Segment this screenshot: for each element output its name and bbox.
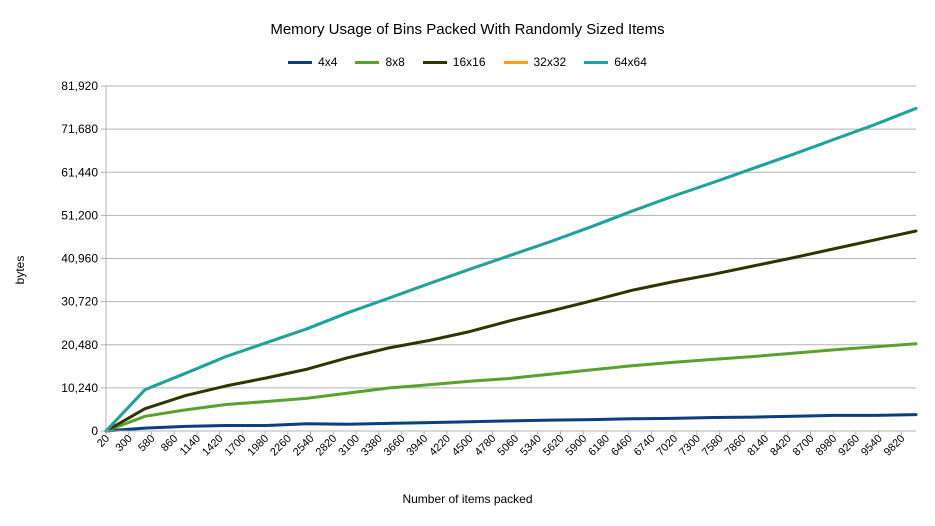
- series-line-8x8: [104, 342, 918, 433]
- y-tick-label: 81,920: [61, 79, 98, 93]
- series-line-64x64: [104, 106, 918, 433]
- x-tick-label: 580: [136, 433, 157, 454]
- x-tick-label: 2540: [291, 433, 317, 459]
- legend-label: 4x4: [318, 55, 338, 69]
- x-tick-label: 860: [159, 433, 180, 454]
- y-tick-label: 71,680: [61, 122, 98, 136]
- legend-swatch: [288, 60, 313, 64]
- series-line-4x4: [104, 413, 918, 433]
- y-tick-label: 51,200: [61, 208, 98, 222]
- x-tick-label: 6740: [632, 433, 658, 459]
- x-tick-label: 1700: [223, 433, 249, 459]
- legend-label: 16x16: [452, 55, 486, 69]
- legend: 4x4 8x8 16x16 32x32 64x64: [0, 55, 935, 69]
- y-tick-label: 30,720: [61, 295, 98, 309]
- series-line-16x16: [104, 229, 918, 433]
- x-axis-label: Number of items packed: [402, 492, 533, 506]
- x-tick-label: 8700: [791, 433, 817, 459]
- x-tick-label: 3660: [382, 433, 408, 459]
- x-tick-label: 4500: [450, 433, 476, 459]
- x-tick-label: 5060: [495, 433, 521, 459]
- x-tick-label: 7020: [654, 433, 680, 459]
- x-tick-label: 9820: [882, 433, 908, 459]
- y-tick-label: 61,440: [61, 165, 98, 179]
- x-tick-label: 1420: [200, 433, 226, 459]
- legend-item-16x16: 16x16: [422, 55, 486, 69]
- x-tick-label: 3100: [336, 433, 362, 459]
- legend-label: 8x8: [385, 55, 405, 69]
- y-tick-label: 20,480: [61, 338, 98, 352]
- x-tick-label: 7860: [723, 433, 749, 459]
- x-tick-label: 8140: [745, 433, 771, 459]
- legend-item-4x4: 4x4: [288, 55, 337, 69]
- chart-title: Memory Usage of Bins Packed With Randoml…: [270, 21, 665, 38]
- x-tick-label: 8420: [768, 433, 794, 459]
- x-tick-label: 300: [113, 433, 134, 454]
- x-tick-label: 7580: [700, 433, 726, 459]
- x-tick-label: 5620: [541, 433, 567, 459]
- x-tick-label: 4220: [427, 433, 453, 459]
- x-tick-label: 4780: [473, 433, 499, 459]
- series-line-32x32: [104, 106, 918, 433]
- y-tick-label: 40,960: [61, 252, 98, 266]
- x-tick-label: 8980: [814, 433, 840, 459]
- x-tick-label: 5340: [518, 433, 544, 459]
- legend-swatch: [584, 60, 609, 64]
- x-tick-label: 7300: [677, 433, 703, 459]
- x-tick-label: 2260: [268, 433, 294, 459]
- x-tick-label: 3380: [359, 433, 385, 459]
- legend-item-32x32: 32x32: [503, 55, 567, 69]
- x-tick-label: 1980: [245, 433, 271, 459]
- y-tick-label: 10,240: [61, 381, 98, 395]
- x-tick-label: 1140: [178, 433, 203, 458]
- legend-swatch: [422, 60, 447, 64]
- x-tick-label: 3940: [404, 433, 430, 459]
- legend-swatch: [355, 60, 380, 64]
- x-tick-label: 5900: [564, 433, 590, 459]
- legend-label: 64x64: [614, 55, 647, 69]
- y-axis-label: bytes: [13, 255, 27, 285]
- y-tick-label: 0: [91, 424, 98, 438]
- legend-label: 32x32: [533, 55, 567, 69]
- x-tick-label: 9540: [859, 433, 885, 459]
- x-tick-label: 9260: [836, 433, 862, 459]
- x-tick-label: 6180: [586, 433, 612, 459]
- legend-swatch: [503, 60, 528, 64]
- legend-item-64x64: 64x64: [584, 55, 647, 69]
- x-tick-label: 6460: [609, 433, 635, 459]
- x-tick-label: 2820: [314, 433, 340, 459]
- legend-item-8x8: 8x8: [355, 55, 405, 69]
